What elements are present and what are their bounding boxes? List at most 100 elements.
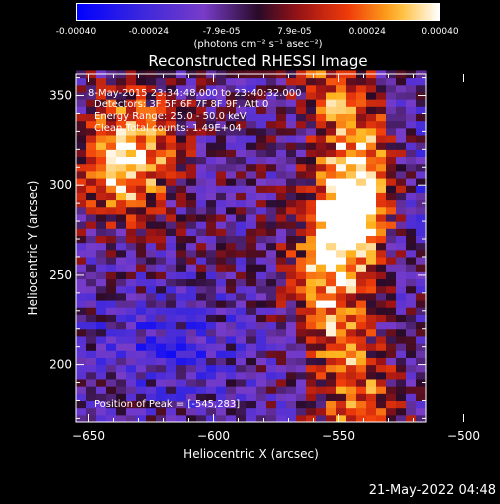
heatmap-cell [266, 256, 277, 265]
heatmap-cell [106, 242, 117, 251]
heatmap-cell [316, 249, 327, 258]
heatmap-cell [286, 314, 297, 323]
heatmap-cell [166, 170, 177, 179]
heatmap-cell [266, 321, 277, 330]
heatmap-cell [336, 91, 347, 100]
heatmap-cell [416, 357, 427, 366]
heatmap-cell [356, 300, 367, 308]
heatmap-cell [326, 357, 337, 366]
heatmap-cell [156, 285, 167, 294]
heatmap-cell [126, 156, 137, 165]
heatmap-cell [206, 357, 217, 366]
heatmap-cell [366, 285, 377, 294]
heatmap-cell [356, 278, 367, 287]
heatmap-cell [346, 378, 357, 387]
heatmap-cell [126, 271, 137, 280]
heatmap-cell [376, 106, 387, 114]
colorbar-tick-label: -0.00040 [55, 27, 97, 37]
heatmap-cell [96, 106, 107, 114]
heatmap-cell [326, 264, 337, 272]
heatmap-cell [186, 106, 197, 114]
heatmap-cell [246, 134, 257, 143]
heatmap-cell [116, 91, 127, 100]
heatmap-cell [246, 292, 257, 301]
heatmap-cell [126, 235, 137, 244]
heatmap-cell [256, 178, 267, 186]
heatmap-cell [186, 163, 197, 172]
heatmap-cell [116, 414, 127, 423]
heatmap-cell [176, 335, 187, 344]
heatmap-cell [166, 378, 177, 387]
heatmap-cell [346, 235, 357, 244]
heatmap-cell [106, 163, 117, 172]
heatmap-cell [386, 321, 397, 330]
heatmap-cell [396, 228, 407, 236]
heatmap-cell [336, 285, 347, 294]
heatmap-cell [256, 292, 267, 301]
heatmap-cell [86, 249, 97, 258]
heatmap-cell [126, 142, 137, 150]
heatmap-cell [236, 328, 247, 337]
heatmap-cell [236, 99, 247, 107]
heatmap-cell [176, 185, 187, 193]
heatmap-cell [366, 292, 377, 301]
heatmap-cell [206, 206, 217, 215]
heatmap-cell [196, 343, 207, 351]
heatmap-cell [306, 371, 317, 380]
heatmap-cell [196, 414, 207, 423]
heatmap-cell [256, 99, 267, 107]
heatmap-cell [276, 156, 287, 165]
heatmap-cell [396, 364, 407, 373]
heatmap-cell [216, 221, 227, 229]
heatmap-cell [226, 343, 237, 351]
heatmap-cell [156, 156, 167, 165]
heatmap-cell [296, 163, 307, 172]
heatmap-cell [136, 91, 147, 100]
heatmap-cell [136, 106, 147, 114]
heatmap-cell [306, 414, 317, 423]
heatmap-cell [196, 393, 207, 402]
heatmap-cell [96, 321, 107, 330]
heatmap-cell [306, 163, 317, 172]
heatmap-cell [216, 378, 227, 387]
heatmap-cell [86, 357, 97, 366]
heatmap-cell [216, 300, 227, 308]
heatmap-cell [106, 328, 117, 337]
heatmap-cell [116, 99, 127, 107]
heatmap-cell [266, 163, 277, 172]
heatmap-cell [136, 335, 147, 344]
heatmap-cell [326, 149, 337, 158]
heatmap-cell [126, 407, 137, 416]
heatmap-cell [96, 256, 107, 265]
heatmap-cell [146, 357, 157, 366]
heatmap-cell [256, 264, 267, 272]
heatmap-cell [136, 134, 147, 143]
heatmap-cell [386, 271, 397, 280]
heatmap-cell [116, 235, 127, 244]
heatmap-cell [206, 170, 217, 179]
heatmap-cell [326, 328, 337, 337]
heatmap-cell [286, 77, 297, 86]
heatmap-cell [156, 235, 167, 244]
heatmap-cell [266, 414, 277, 423]
heatmap-cell [406, 213, 417, 222]
heatmap-cell [176, 407, 187, 416]
heatmap-cell [266, 242, 277, 251]
heatmap-cell [246, 300, 257, 308]
heatmap-cell [396, 99, 407, 107]
heatmap-cell [226, 178, 237, 186]
heatmap-cell [276, 357, 287, 366]
heatmap-cell [96, 134, 107, 143]
heatmap-cell [276, 192, 287, 201]
heatmap-cell [276, 142, 287, 150]
heatmap-cell [116, 357, 127, 366]
heatmap-cell [116, 206, 127, 215]
heatmap-cell [216, 142, 227, 150]
heatmap-cell [236, 271, 247, 280]
heatmap-cell [196, 185, 207, 193]
heatmap-cell [296, 278, 307, 287]
heatmap-cell [396, 213, 407, 222]
heatmap-cell [266, 170, 277, 179]
heatmap-cell [126, 292, 137, 301]
heatmap-cell [156, 307, 167, 315]
